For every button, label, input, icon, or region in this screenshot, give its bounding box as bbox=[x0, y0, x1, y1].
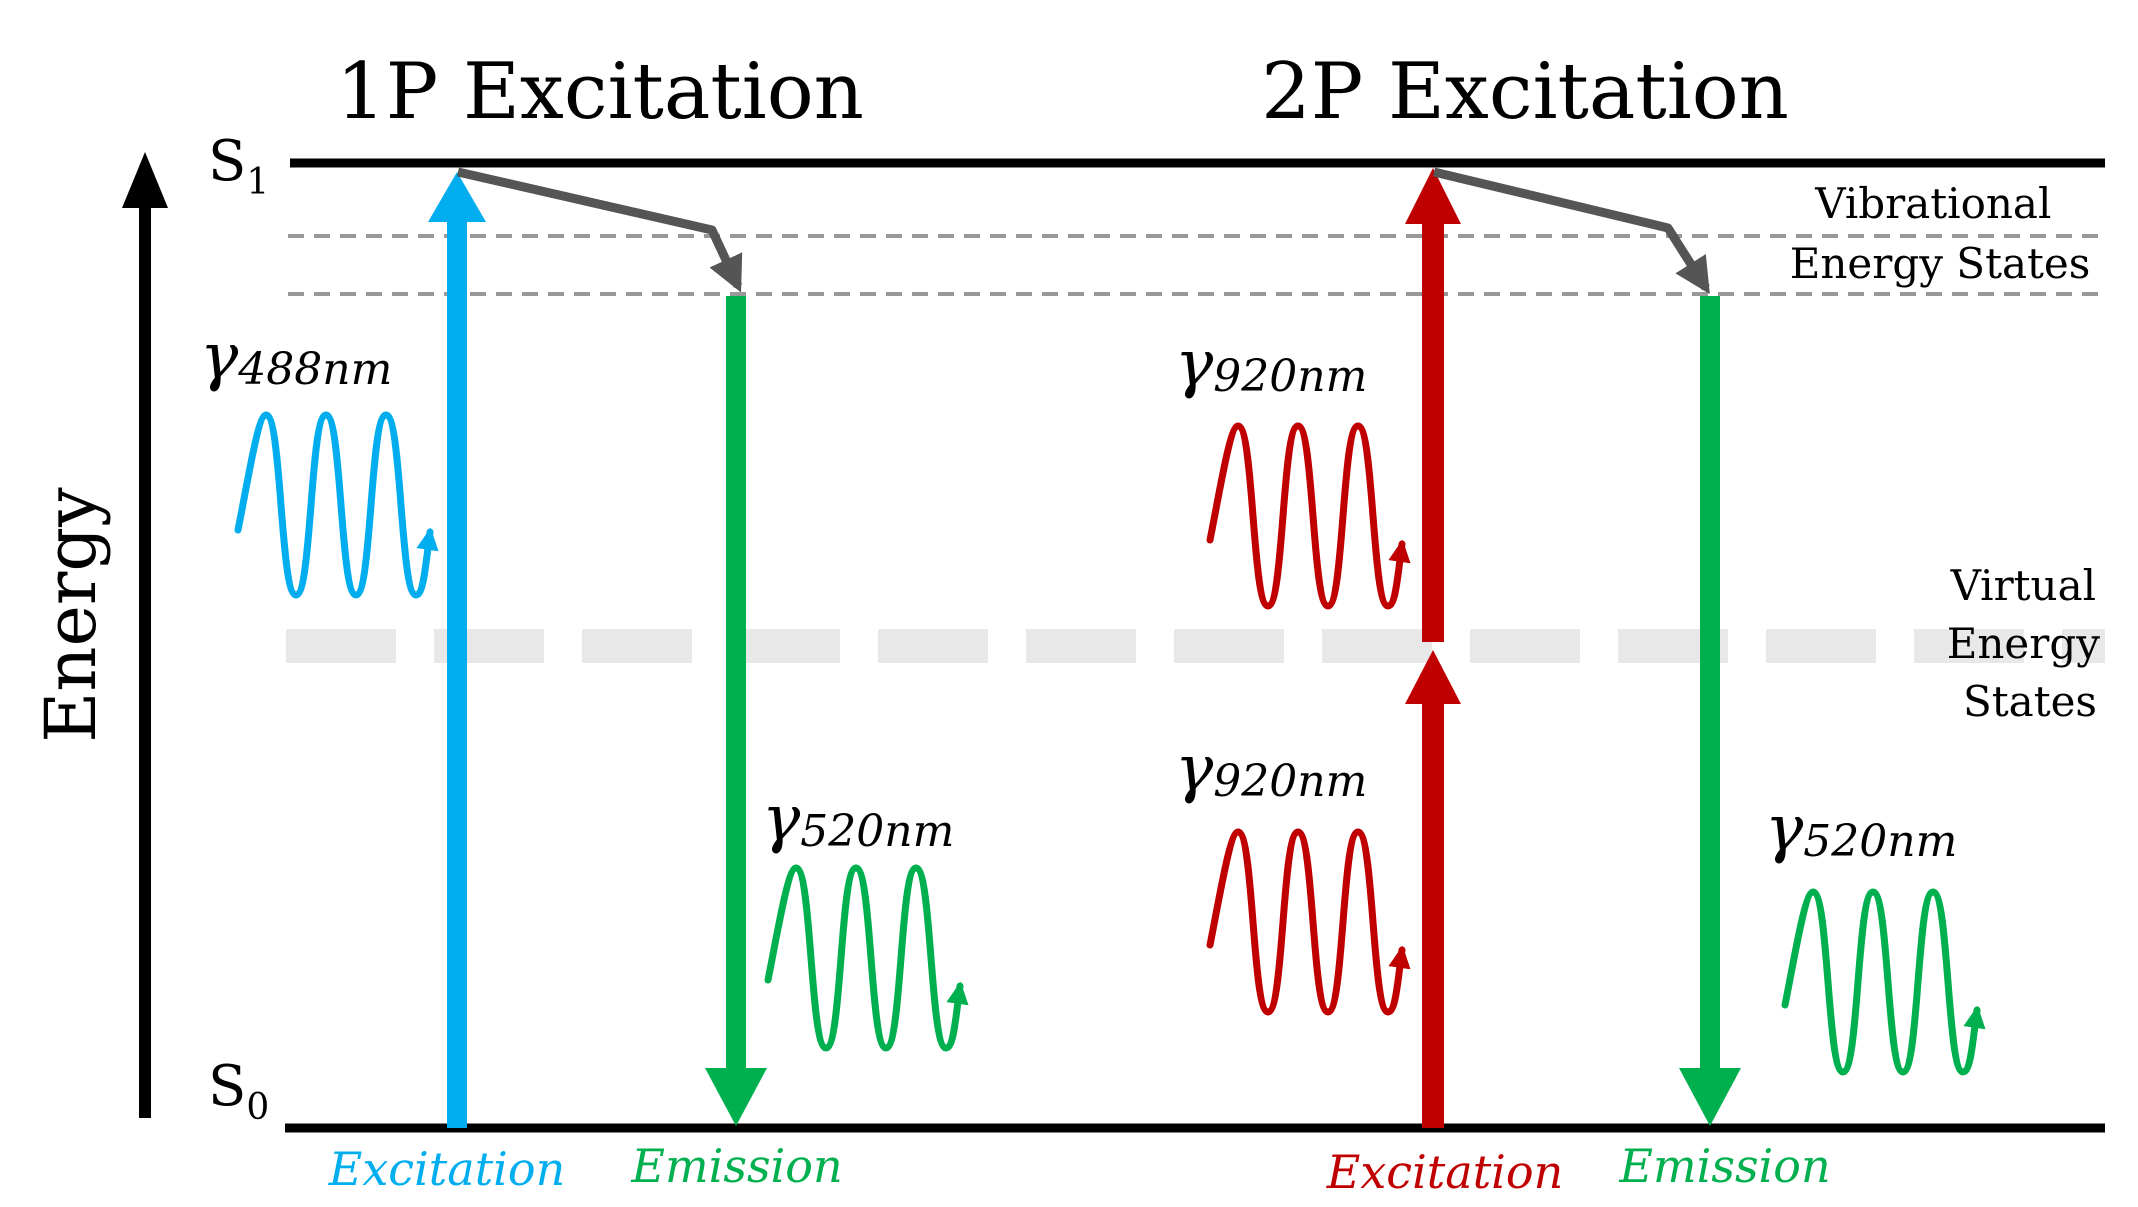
relaxation-arrow-2p bbox=[1432, 167, 1710, 295]
title-2p-excitation: 2P Excitation bbox=[1261, 47, 1789, 137]
photon-label-920nm-upper: γ920nm bbox=[1175, 327, 1367, 402]
energy-axis bbox=[122, 152, 168, 1118]
photon-label-920nm-lower: γ920nm bbox=[1175, 732, 1367, 807]
photon-label-488nm: γ488nm bbox=[200, 320, 392, 395]
label-emission-2p: Emission bbox=[1618, 1139, 1830, 1193]
photon-label-520nm-1p: γ520nm bbox=[762, 782, 954, 857]
photon-wave-520nm-2p bbox=[1781, 888, 1986, 1076]
photon-wave-520nm-1p bbox=[764, 864, 969, 1052]
s0-label: S0 bbox=[208, 1054, 269, 1128]
virtual-states-label: Virtual Energy States bbox=[1947, 561, 2114, 726]
photon-wave-920nm-lower bbox=[1206, 828, 1411, 1016]
emission-arrow-2p bbox=[1679, 296, 1741, 1126]
vibrational-states-label: Vibrational Energy States bbox=[1790, 179, 2091, 288]
label-emission-1p: Emission bbox=[630, 1139, 842, 1193]
photon-label-520nm-2p: γ520nm bbox=[1765, 792, 1957, 867]
excitation-arrow-1p bbox=[428, 172, 486, 1128]
photon-wave-488nm bbox=[234, 411, 439, 599]
label-excitation-2p: Excitation bbox=[1326, 1145, 1563, 1199]
excitation-arrow-2p-upper bbox=[1405, 168, 1461, 642]
photon-wave-920nm-upper bbox=[1206, 422, 1411, 610]
relaxation-arrow-1p bbox=[456, 167, 743, 293]
title-1p-excitation: 1P Excitation bbox=[336, 47, 864, 137]
excitation-arrow-2p-lower bbox=[1405, 650, 1461, 1128]
emission-arrow-1p bbox=[705, 296, 767, 1126]
energy-axis-label: Energy bbox=[30, 487, 112, 743]
label-excitation-1p: Excitation bbox=[328, 1142, 565, 1196]
s1-label: S1 bbox=[208, 129, 269, 203]
